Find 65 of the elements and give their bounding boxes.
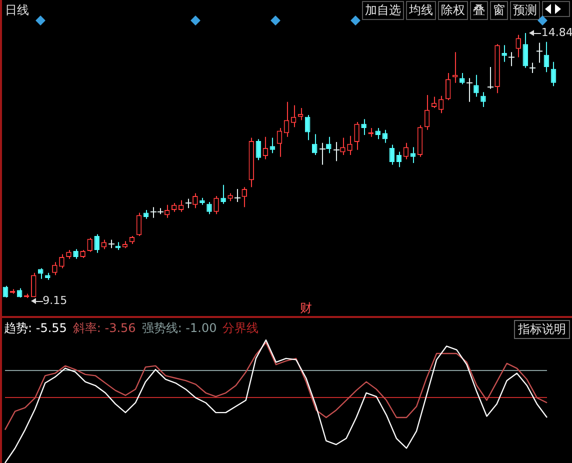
candlestick [536, 42, 543, 64]
candlestick [87, 237, 92, 252]
text: 斜率: -3.56 [72, 320, 136, 337]
candlestick [262, 136, 268, 160]
candlestick [94, 234, 100, 254]
candlestick [319, 142, 326, 166]
candlestick [298, 107, 304, 121]
candlestick [347, 135, 352, 156]
candlestick [466, 78, 473, 102]
candlestick [516, 34, 521, 58]
candlestick [438, 95, 444, 114]
candlestick [480, 92, 486, 108]
candlestick [445, 72, 451, 101]
candlestick [502, 44, 507, 62]
candlestick [192, 192, 198, 209]
candlestick [410, 146, 416, 164]
candlestick [59, 254, 64, 269]
candlestick [30, 272, 36, 298]
candlestick [424, 94, 430, 130]
candlestick [206, 202, 212, 215]
text: 除权 [438, 1, 468, 20]
candlestick [220, 184, 226, 204]
candlestick [214, 196, 219, 215]
text: 趋势: -5.55 [4, 320, 67, 337]
candlestick [487, 66, 494, 90]
text: 分界线 [222, 320, 259, 337]
candlestick [185, 198, 192, 209]
text: 叠 [470, 1, 488, 20]
candlestick [178, 200, 184, 212]
candlestick [270, 137, 276, 154]
candlestick [474, 74, 479, 98]
candlestick [361, 118, 366, 136]
text: 窗 [490, 1, 508, 20]
candlestick [544, 41, 550, 73]
text: 强势线: -1.00 [142, 320, 217, 337]
candlestick [38, 268, 44, 280]
candlestick [101, 239, 106, 250]
candlestick [529, 62, 536, 74]
candlestick [375, 128, 380, 140]
annotation: 14.84 [541, 26, 572, 39]
candlestick [312, 134, 318, 156]
candlestick [403, 142, 409, 160]
candlestick [550, 61, 556, 87]
candlestick [354, 121, 360, 150]
candlestick [284, 101, 290, 138]
text: 指标说明 [514, 320, 570, 339]
candlestick [522, 33, 528, 68]
candlestick [290, 104, 296, 128]
candlestick [326, 136, 332, 154]
candlestick [333, 141, 340, 162]
text: 加自选 [362, 1, 404, 20]
chart-title: 日线 [5, 2, 29, 19]
candlestick [340, 137, 346, 156]
candlestick [136, 212, 142, 237]
text: 预测 [510, 1, 540, 20]
candlestick [256, 138, 262, 161]
candlestick [276, 128, 282, 158]
candlestick [460, 72, 465, 85]
text: 均线 [406, 1, 436, 20]
candlestick [234, 188, 241, 203]
candlestick [508, 52, 515, 67]
text: 财 [300, 300, 312, 317]
annotation: 9.15 [42, 294, 68, 307]
candlestick [389, 144, 395, 166]
candlestick [382, 129, 388, 144]
